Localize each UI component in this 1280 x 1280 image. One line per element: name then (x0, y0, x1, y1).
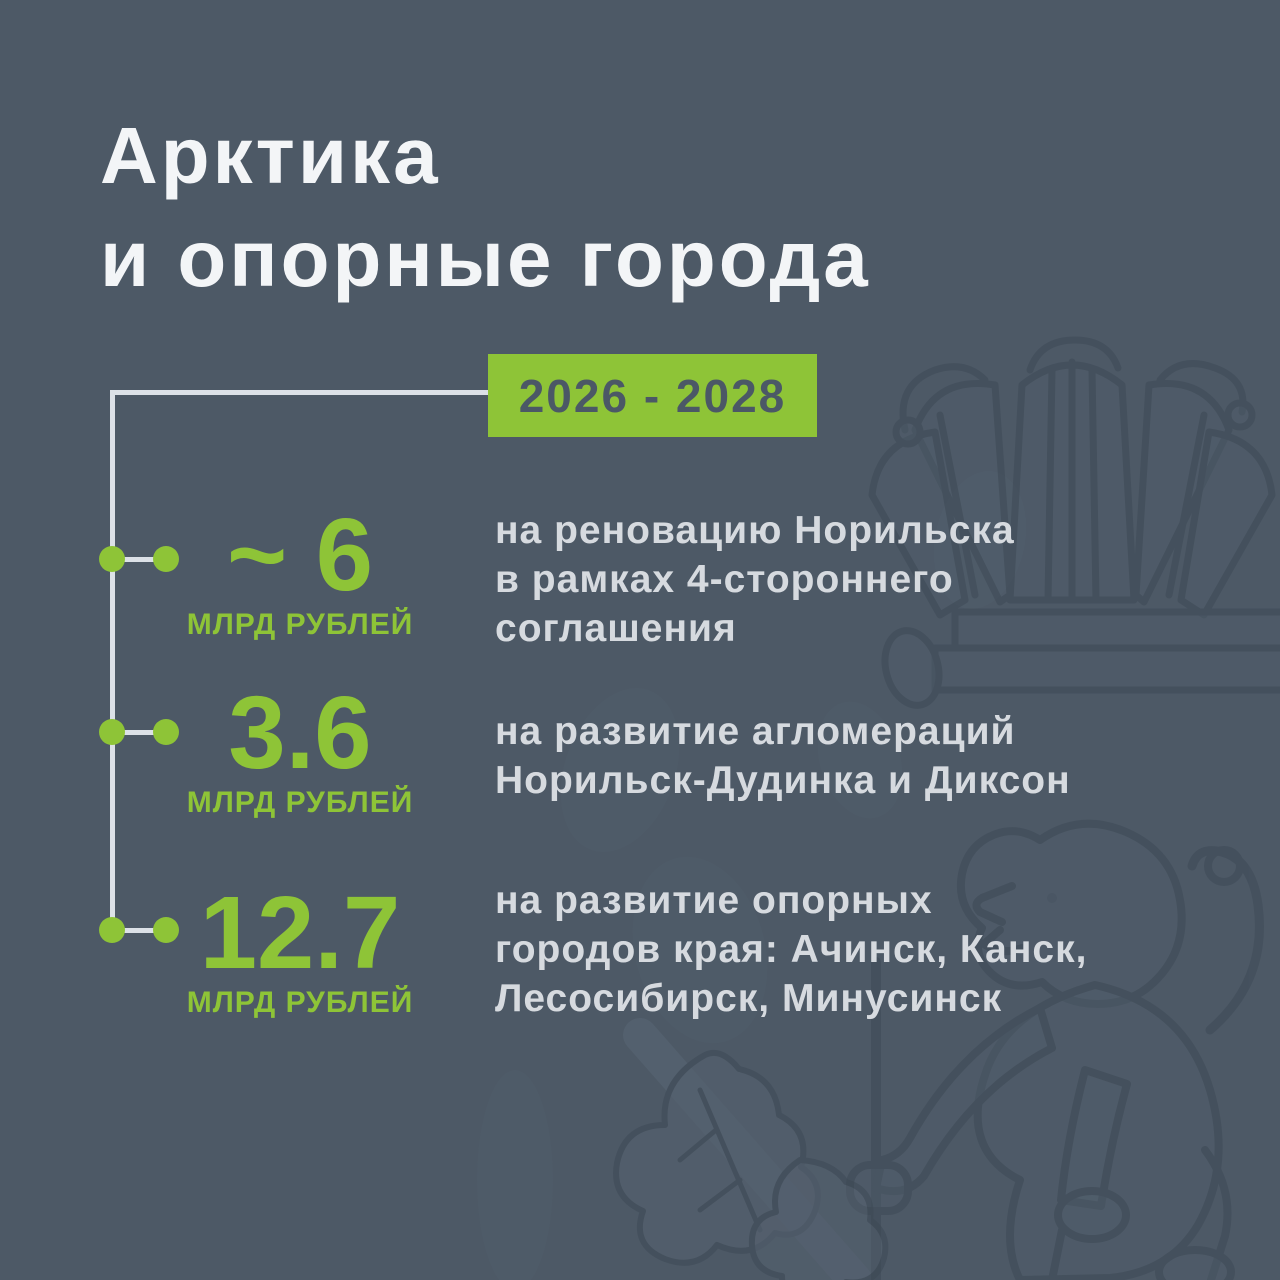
row-connector-line (112, 730, 166, 735)
amount-block: 3.6 МЛРД РУБЛЕЙ (130, 681, 470, 818)
amount-block: 12.7 МЛРД РУБЛЕЙ (130, 881, 470, 1018)
row-description: на реновацию Норильска в рамках 4-сторон… (495, 509, 1015, 650)
connector-vertical-line (110, 390, 115, 933)
page-title: Арктика и опорные города (100, 111, 871, 303)
row-description: на развитие агломераций Норильск-Дудинка… (495, 710, 1071, 802)
amount-unit: МЛРД РУБЛЕЙ (186, 608, 414, 641)
connector-dot (153, 546, 179, 572)
connector-top-line (110, 390, 488, 395)
amount-unit: МЛРД РУБЛЕЙ (186, 786, 414, 819)
row-connector-line (112, 928, 166, 933)
connector-dot (99, 546, 125, 572)
connector-dot (153, 719, 179, 745)
connector-dot (99, 917, 125, 943)
amount-value: 3.6 (228, 675, 372, 790)
connector-dot (153, 917, 179, 943)
amount-block: ~ 6 МЛРД РУБЛЕЙ (130, 503, 470, 640)
period-badge: 2026 - 2028 (488, 354, 817, 437)
connector-dot (99, 719, 125, 745)
amount-value: 12.7 (199, 875, 401, 990)
amount-unit: МЛРД РУБЛЕЙ (186, 986, 414, 1019)
row-description: на развитие опорных городов края: Ачинск… (495, 879, 1088, 1020)
amount-value: ~ 6 (226, 497, 374, 612)
row-connector-line (112, 557, 166, 562)
